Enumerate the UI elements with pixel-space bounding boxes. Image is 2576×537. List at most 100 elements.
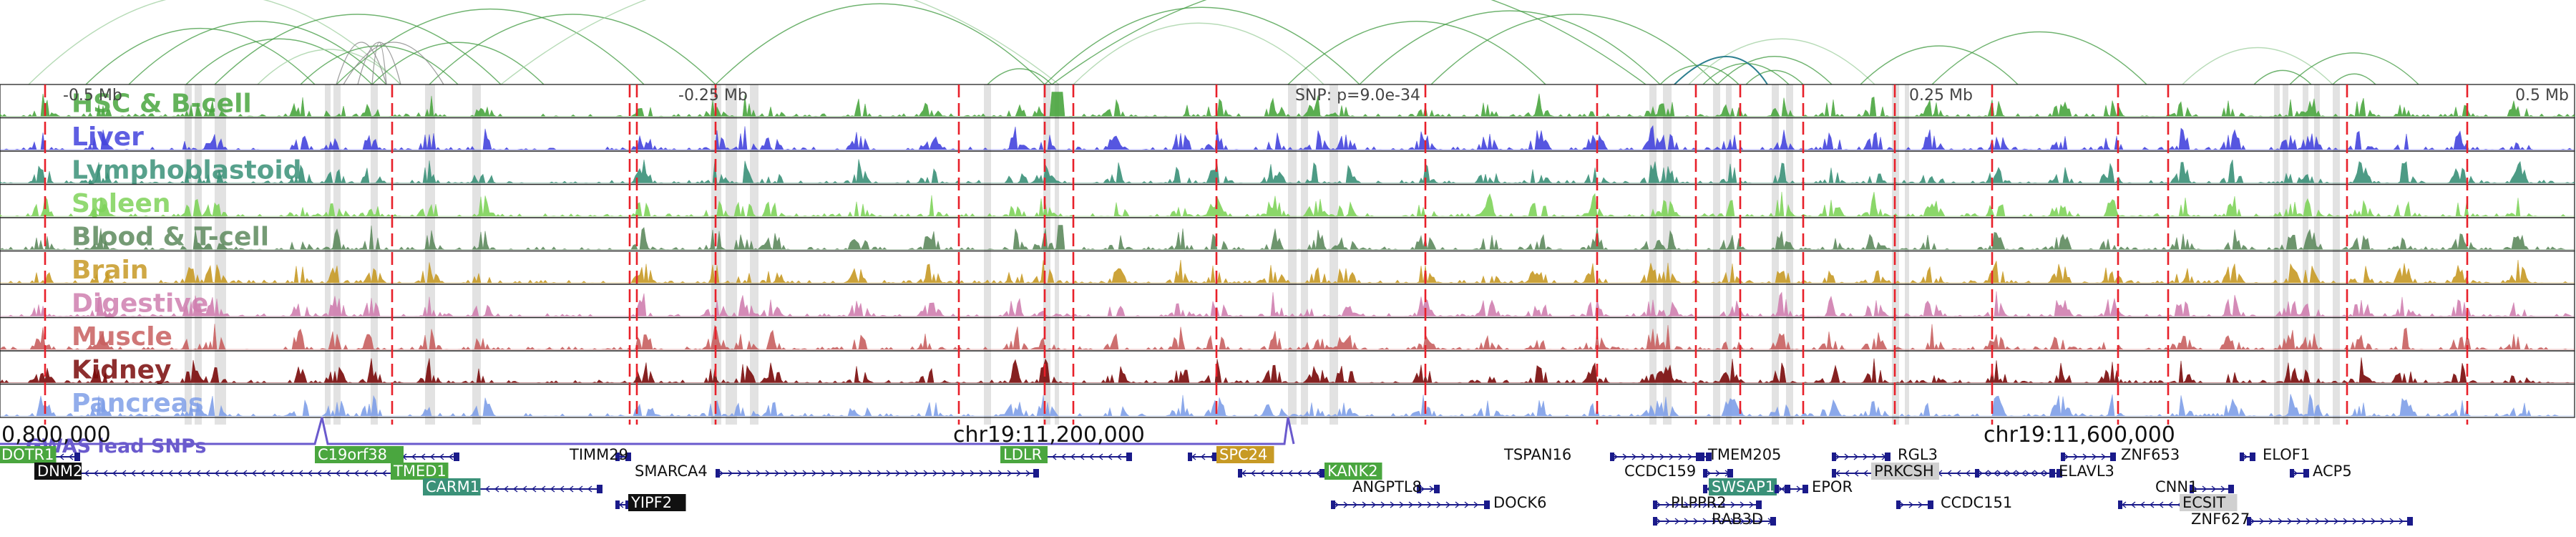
gene-label: CCDC151 — [1941, 494, 2012, 511]
strand-chevron — [587, 485, 592, 493]
highlight-band — [1726, 84, 1732, 425]
gene-label: ZNF627 — [2191, 511, 2250, 528]
strand-chevron — [2287, 518, 2293, 525]
strand-chevron — [2192, 485, 2198, 493]
strand-chevron — [1899, 501, 1905, 508]
strand-chevron — [68, 453, 74, 460]
strand-chevron — [411, 453, 416, 460]
gene-znf627[interactable]: ZNF627 — [2191, 511, 2413, 528]
strand-chevron — [279, 470, 285, 477]
arc — [500, 0, 1060, 85]
gene-tmed1[interactable]: TMED1 — [391, 463, 449, 480]
arc — [1287, 21, 1546, 85]
signal-profile — [0, 291, 2575, 317]
strand-chevron — [1362, 501, 1367, 508]
track-label: Blood & T-cell — [72, 223, 269, 252]
gene-dnm2[interactable]: DNM2 — [34, 463, 402, 480]
strand-chevron — [2140, 501, 2145, 508]
strand-chevron — [1978, 470, 1984, 477]
arc — [1359, 10, 1661, 85]
gene-rab3d[interactable]: RAB3D — [1653, 511, 1776, 528]
highlight-band — [1301, 84, 1308, 425]
gene-label: TMED1 — [393, 463, 447, 480]
highlight-band — [750, 84, 758, 425]
track-label: Brain — [72, 256, 148, 285]
gene-dotr1[interactable]: DOTR1 — [0, 446, 80, 463]
track-hsc-b-cell[interactable]: HSC & B-cell — [0, 84, 2575, 119]
gene-smarca4[interactable]: SMARCA4 — [635, 463, 1039, 480]
strand-chevron — [186, 470, 192, 477]
strand-chevron — [960, 470, 966, 477]
strand-chevron — [2250, 518, 2255, 525]
strand-chevron — [1702, 518, 1708, 525]
gene-rgl3[interactable]: RGL3 — [1832, 446, 1938, 463]
arc — [1688, 38, 1875, 85]
strand-chevron — [1844, 453, 1850, 460]
gene-carm1[interactable]: CARM1 — [423, 478, 602, 495]
gene-tspan16[interactable]: TSPAN16 — [1503, 446, 1704, 463]
gene-tmem205[interactable]: TMEM205 — [1696, 446, 1781, 463]
gene-timm29[interactable]: TIMM29 — [569, 446, 631, 463]
strand-chevron — [2268, 518, 2274, 525]
gene-kank2[interactable]: KANK2 — [1238, 463, 1382, 480]
strand-chevron — [970, 470, 975, 477]
gene-prkcsh[interactable]: PRKCSH — [1832, 463, 2062, 480]
exon — [2228, 485, 2234, 493]
gene-label: LDLR — [1003, 446, 1042, 463]
strand-chevron — [1107, 453, 1113, 460]
gene-label: TSPAN16 — [1503, 446, 1571, 463]
gene-label-bg — [1216, 446, 1274, 463]
gene-ccdc159[interactable]: CCDC159 — [1624, 463, 1733, 480]
track-muscle[interactable]: Muscle — [0, 316, 2575, 352]
highlight-band — [472, 84, 481, 425]
strand-chevron — [821, 470, 826, 477]
gene-label: RAB3D — [1712, 511, 1763, 528]
gene-epor[interactable]: EPOR — [1775, 478, 1853, 495]
gene-ecsit[interactable]: ECSIT — [2118, 494, 2238, 511]
strand-chevron — [1674, 518, 1680, 525]
strand-chevron — [2361, 518, 2367, 525]
strand-chevron — [793, 470, 799, 477]
exon — [1238, 469, 1242, 478]
track-lymphoblastoid[interactable]: Lymphoblastoid — [0, 150, 2575, 185]
gene-plppr2[interactable]: PLPPR2 — [1653, 494, 1762, 511]
strand-chevron — [2293, 470, 2298, 477]
gene-ccdc151[interactable]: CCDC151 — [1896, 494, 2012, 511]
track-label: Lymphoblastoid — [72, 156, 302, 185]
highlight-band — [726, 84, 737, 425]
strand-chevron — [1051, 453, 1057, 460]
gene-elavl3[interactable]: ELAVL3 — [1975, 463, 2114, 480]
strand-chevron — [2333, 518, 2339, 525]
track-blood-t-cell[interactable]: Blood & T-cell — [0, 217, 2575, 252]
strand-chevron — [2167, 501, 2173, 508]
gene-znf653[interactable]: ZNF653 — [2061, 446, 2180, 463]
gene-ldlr[interactable]: LDLR — [1000, 446, 1132, 463]
track-spleen[interactable]: Spleen — [0, 183, 2575, 219]
gene-acp5[interactable]: ACP5 — [2290, 463, 2352, 480]
strand-chevron — [839, 470, 845, 477]
track-liver[interactable]: Liver — [0, 117, 2575, 153]
gene-yipf2[interactable]: YIPF2 — [615, 494, 686, 511]
gene-cnn1[interactable]: CNN1 — [2155, 478, 2234, 495]
track-digestive[interactable]: Digestive — [0, 284, 2575, 319]
track-label: Pancreas — [72, 389, 204, 418]
strand-chevron — [1445, 501, 1451, 508]
track-kidney[interactable]: Kidney — [0, 350, 2575, 385]
track-pancreas[interactable]: Pancreas — [0, 383, 2575, 419]
gene-spc24[interactable]: SPC24 — [1188, 446, 1274, 463]
strand-chevron — [494, 485, 499, 493]
strand-chevron — [2082, 453, 2088, 460]
gene-elof1[interactable]: ELOF1 — [2240, 446, 2310, 463]
highlight-band — [371, 84, 378, 425]
strand-chevron — [1777, 485, 1783, 493]
gene-dock6[interactable]: DOCK6 — [1331, 494, 1547, 511]
track-brain[interactable]: Brain — [0, 250, 2575, 286]
track-label: Digestive — [72, 289, 208, 319]
gene-angptl8[interactable]: ANGPTL8 — [1352, 478, 1440, 495]
strand-chevron — [1758, 518, 1764, 525]
gene-c19orf38[interactable]: C19orf38 — [315, 446, 459, 463]
exon — [2407, 517, 2413, 526]
arc — [1073, 22, 1324, 85]
